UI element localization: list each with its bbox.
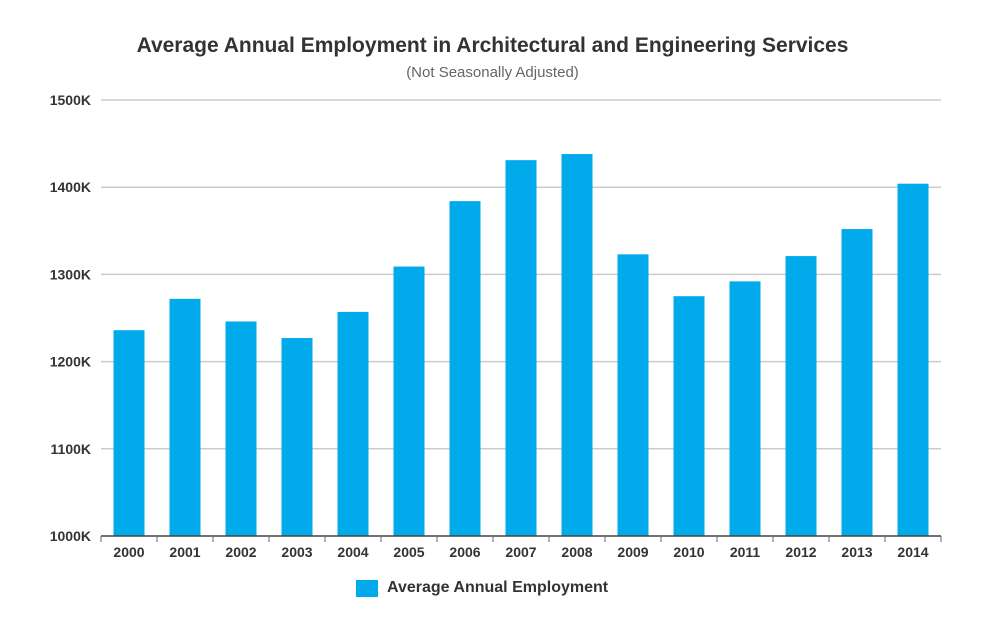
bar-2003 [281,338,313,536]
y-tick-label: 1400K [50,179,91,195]
bar-2010 [673,296,705,536]
bar-2001 [169,298,201,536]
x-tick-label: 2000 [113,544,144,560]
bar-2004 [337,311,369,536]
x-tick-label: 2014 [897,544,928,560]
bar-2002 [225,321,257,536]
bar-2013 [841,229,873,536]
y-tick-label: 1000K [50,528,91,544]
x-tick-label: 2013 [841,544,872,560]
bar-2012 [785,256,817,536]
x-tick-label: 2009 [617,544,648,560]
legend-swatch [356,579,378,597]
x-tick-label: 2005 [393,544,424,560]
bar-2006 [449,201,481,537]
x-tick-label: 2002 [225,544,256,560]
bar-2005 [393,266,425,536]
chart-title: Average Annual Employment in Architectur… [136,34,849,57]
bar-2011 [729,281,761,536]
bar-2009 [617,254,649,536]
chart-subtitle: (Not Seasonally Adjusted) [406,64,579,81]
bar-2014 [897,183,929,536]
x-tick-label: 2004 [337,544,368,560]
y-tick-label: 1200K [50,354,91,370]
x-tick-label: 2011 [730,544,761,560]
x-tick-label: 2003 [281,544,312,560]
legend-label: Average Annual Employment [387,579,609,596]
y-tick-label: 1500K [50,92,91,108]
bar-2007 [505,160,537,536]
x-tick-label: 2010 [673,544,704,560]
x-tick-label: 2001 [169,544,200,560]
x-tick-label: 2012 [785,544,816,560]
y-tick-label: 1300K [50,266,91,282]
x-tick-label: 2006 [449,544,480,560]
legend[interactable]: Average Annual Employment [356,579,608,597]
x-tick-label: 2008 [561,544,592,560]
y-tick-label: 1100K [51,441,91,457]
x-tick-label: 2007 [505,544,536,560]
bar-2008 [561,154,593,536]
bar-2000 [113,330,145,536]
